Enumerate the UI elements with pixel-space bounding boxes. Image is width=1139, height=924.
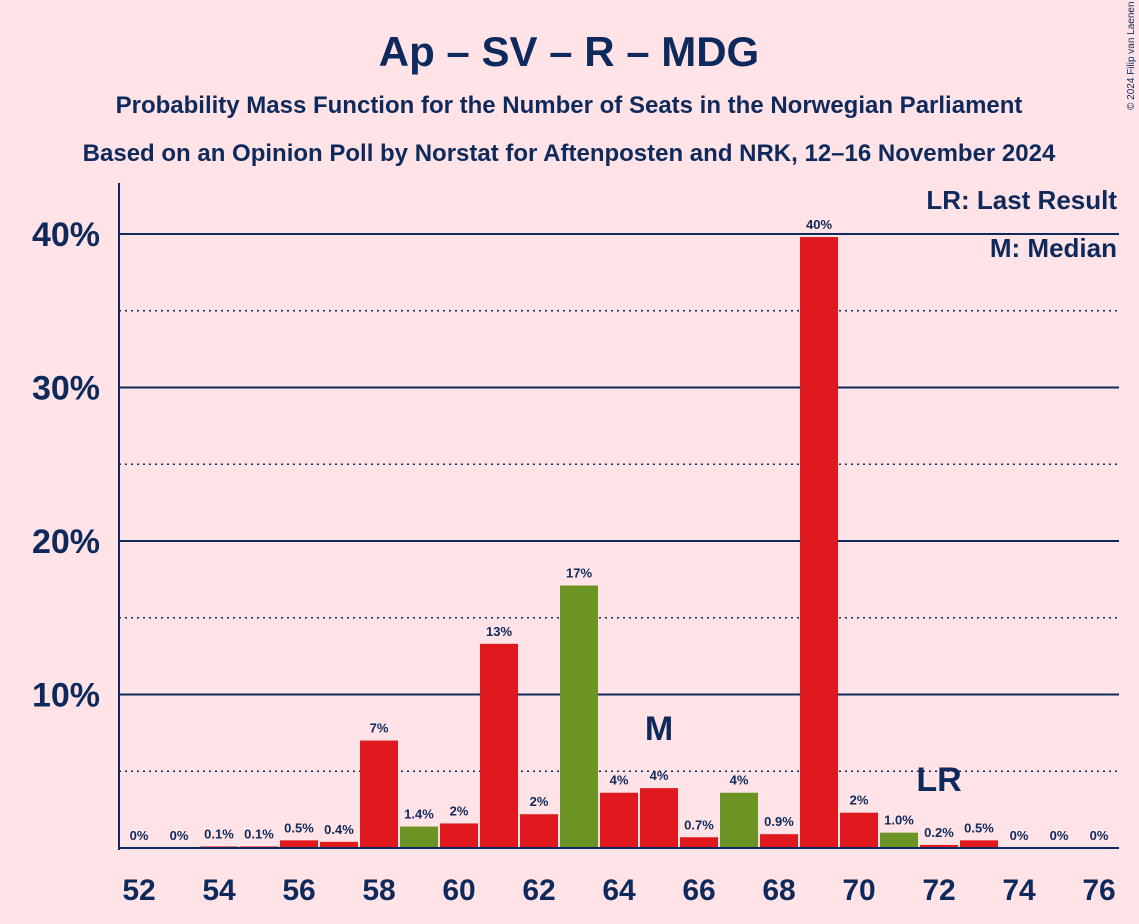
chart-subtitle-line-1: Probability Mass Function for the Number… — [116, 92, 1023, 119]
data-label-55: 0.1% — [244, 826, 274, 841]
bar-56 — [280, 840, 318, 848]
x-tick-76: 76 — [1082, 874, 1115, 907]
data-label-59: 1.4% — [404, 807, 434, 822]
bar-70 — [840, 812, 878, 848]
x-tick-66: 66 — [682, 874, 715, 907]
y-tick-40: 40% — [32, 216, 100, 254]
data-label-63: 17% — [566, 566, 592, 581]
data-label-73: 0.5% — [964, 820, 994, 835]
x-tick-74: 74 — [1002, 874, 1036, 907]
data-label-54: 0.1% — [204, 826, 234, 841]
chart-subtitle-line-2: Based on an Opinion Poll by Norstat for … — [83, 140, 1056, 167]
bar-63 — [560, 585, 598, 848]
chart-title: Ap – SV – R – MDG — [379, 28, 759, 75]
data-label-71: 1.0% — [884, 813, 914, 828]
bars — [200, 237, 998, 848]
data-label-66: 0.7% — [684, 817, 714, 832]
x-tick-72: 72 — [922, 874, 955, 907]
data-label-56: 0.5% — [284, 820, 314, 835]
data-label-70: 2% — [850, 793, 869, 808]
bar-73 — [960, 840, 998, 848]
x-tick-56: 56 — [282, 874, 315, 907]
legend-median: M: Median — [990, 233, 1117, 263]
axes — [118, 183, 1119, 850]
data-label-64: 4% — [610, 773, 629, 788]
bar-65 — [640, 788, 678, 848]
median-marker: M — [645, 710, 673, 748]
bar-58 — [360, 740, 398, 848]
y-tick-10: 10% — [32, 677, 100, 715]
x-tick-70: 70 — [842, 874, 875, 907]
bar-66 — [680, 837, 718, 848]
markers: M LR — [645, 710, 962, 799]
bar-67 — [720, 792, 758, 848]
x-tick-54: 54 — [202, 874, 236, 907]
data-label-76: 0% — [1090, 828, 1109, 843]
bar-59 — [400, 826, 438, 848]
data-label-53: 0% — [170, 828, 189, 843]
bar-71 — [880, 832, 918, 848]
data-label-68: 0.9% — [764, 814, 794, 829]
bar-62 — [520, 814, 558, 848]
data-label-62: 2% — [530, 794, 549, 809]
data-labels: 0% 0% 0.1% 0.1% 0.5% 0.4% 7% 1.4% 2% 13% 2% 17% 4% 4%… — [130, 217, 1109, 843]
y-tick-labels: 10% 20% 30% 40% — [32, 216, 100, 715]
data-label-61: 13% — [486, 624, 512, 639]
gridlines — [119, 233, 1119, 772]
bar-68 — [760, 834, 798, 848]
copyright-note: © 2024 Filip van Laenen — [1126, 1, 1137, 110]
x-tick-52: 52 — [122, 874, 155, 907]
data-label-52: 0% — [130, 828, 149, 843]
bar-64 — [600, 792, 638, 848]
x-tick-58: 58 — [362, 874, 395, 907]
data-label-60: 2% — [450, 803, 469, 818]
data-label-72: 0.2% — [924, 825, 954, 840]
data-label-57: 0.4% — [324, 822, 354, 837]
bar-60 — [440, 823, 478, 848]
bar-61 — [480, 643, 518, 848]
x-tick-62: 62 — [522, 874, 555, 907]
bar-69 — [800, 237, 838, 848]
x-tick-64: 64 — [602, 874, 636, 907]
last-result-marker: LR — [916, 761, 961, 799]
legend-last-result: LR: Last Result — [926, 185, 1117, 215]
data-label-75: 0% — [1050, 828, 1069, 843]
bar-72 — [920, 844, 958, 848]
y-tick-30: 30% — [32, 370, 100, 408]
data-label-74: 0% — [1010, 828, 1029, 843]
data-label-65: 4% — [650, 768, 669, 783]
y-tick-20: 20% — [32, 523, 100, 561]
data-label-58: 7% — [370, 721, 389, 736]
x-tick-60: 60 — [442, 874, 475, 907]
x-tick-labels: 52 54 56 58 60 62 64 66 68 70 72 74 76 — [122, 874, 1115, 907]
bar-57 — [320, 841, 358, 848]
data-label-67: 4% — [730, 773, 749, 788]
data-label-69: 40% — [806, 217, 832, 232]
x-tick-68: 68 — [762, 874, 795, 907]
